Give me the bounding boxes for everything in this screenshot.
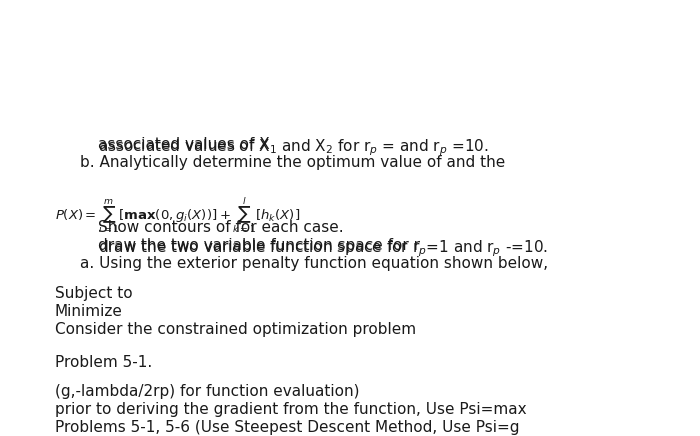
Text: $P(X) = \sum_{i=1}^{m}[\mathbf{max}(0, g_i(X))] + \sum_{k=1}^{l}[h_k(X)]$: $P(X) = \sum_{i=1}^{m}[\mathbf{max}(0, g…: [55, 195, 300, 235]
Text: Show contours of for each case.: Show contours of for each case.: [98, 220, 344, 235]
Text: (g,-lambda/2rp) for function evaluation): (g,-lambda/2rp) for function evaluation): [55, 384, 360, 399]
Text: prior to deriving the gradient from the function, Use Psi=max: prior to deriving the gradient from the …: [55, 402, 526, 417]
Text: Minimize: Minimize: [55, 304, 123, 319]
Text: Consider the constrained optimization problem: Consider the constrained optimization pr…: [55, 322, 416, 337]
Text: Problem 5-1.: Problem 5-1.: [55, 355, 153, 370]
Text: associated values of X$_1$ and X$_2$ for r$_p$ = and r$_p$ =10.: associated values of X$_1$ and X$_2$ for…: [98, 137, 489, 157]
Text: draw the two variable function space for r: draw the two variable function space for…: [98, 238, 420, 253]
Text: draw the two variable function space for r$_p$=1 and r$_p$ -=10.: draw the two variable function space for…: [98, 238, 548, 259]
Text: associated values of X: associated values of X: [98, 137, 270, 152]
Text: b. Analytically determine the optimum value of and the: b. Analytically determine the optimum va…: [80, 155, 505, 170]
Text: Problems 5-1, 5-6 (Use Steepest Descent Method, Use Psi=g: Problems 5-1, 5-6 (Use Steepest Descent …: [55, 420, 519, 435]
Text: a. Using the exterior penalty function equation shown below,: a. Using the exterior penalty function e…: [80, 256, 548, 271]
Text: Subject to: Subject to: [55, 286, 132, 301]
